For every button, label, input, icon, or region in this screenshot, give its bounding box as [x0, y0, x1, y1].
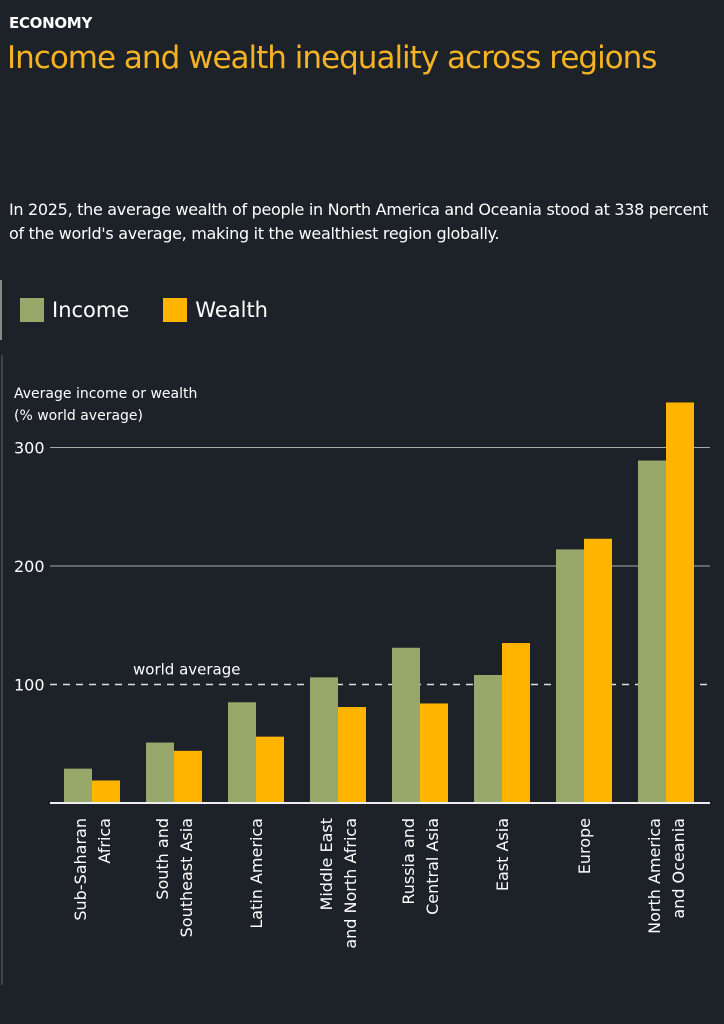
x-tick-label-line: Sub-Saharan: [71, 818, 90, 921]
legend-label: Wealth: [195, 298, 268, 322]
x-tick-label-line: South and: [153, 818, 172, 900]
x-tick-label-line: and North Africa: [341, 818, 360, 949]
bar-income: [310, 677, 338, 803]
y-axis-label: (% world average): [14, 408, 143, 424]
x-tick-label: North America and Oceania: [645, 818, 688, 934]
x-tick-label-line: Latin America: [247, 818, 266, 929]
x-tick-label: Middle East and North Africa: [317, 818, 360, 949]
bar-wealth: [256, 736, 284, 803]
bar-wealth: [174, 750, 202, 803]
x-tick-label: Sub-Saharan Africa: [71, 818, 114, 921]
legend-item-wealth: Wealth: [163, 298, 268, 322]
subtitle: In 2025, the average wealth of people in…: [9, 200, 708, 243]
x-tick-label-line: Russia and: [399, 818, 418, 905]
bar-wealth: [92, 780, 120, 803]
x-tick-label-line: East Asia: [493, 818, 512, 891]
y-axis-label: Average income or wealth: [14, 386, 197, 402]
bar-wealth: [666, 402, 694, 803]
legend-label: Income: [52, 298, 130, 322]
legend-swatch-income: [20, 298, 44, 322]
bar-income: [474, 675, 502, 803]
bar-income: [228, 702, 256, 803]
bar-wealth: [338, 707, 366, 803]
x-tick-label-line: Middle East: [317, 818, 336, 910]
x-tick-label-line: Central Asia: [423, 818, 442, 915]
x-tick-label-line: Southeast Asia: [177, 818, 196, 937]
x-tick-label-line: Europe: [575, 818, 594, 874]
x-tick-label: South and Southeast Asia: [153, 818, 196, 937]
bar-chart: Average income or wealth (% world average…: [1, 355, 710, 985]
x-tick-label: Russia and Central Asia: [399, 818, 442, 915]
bar-wealth: [584, 538, 612, 803]
y-tick-label: 100: [14, 676, 45, 695]
legend: Income Wealth: [0, 280, 290, 340]
page-title: Income and wealth inequality across regi…: [7, 40, 657, 76]
bar-income: [392, 647, 420, 803]
bar-income: [556, 549, 584, 803]
bar-income: [146, 742, 174, 803]
legend-item-income: Income: [20, 298, 129, 322]
x-tick-label: Europe: [575, 818, 594, 874]
y-tick-label: 300: [14, 439, 45, 458]
bar-income: [64, 768, 92, 803]
legend-swatch-wealth: [163, 298, 188, 322]
bar-income: [638, 460, 666, 803]
x-tick-label-line: North America: [645, 818, 664, 934]
bar-wealth: [420, 703, 448, 803]
x-tick-label-line: and Oceania: [669, 818, 688, 919]
kicker: ECONOMY: [9, 14, 93, 32]
world-average-label: world average: [133, 661, 240, 679]
x-tick-label: Latin America: [247, 818, 266, 929]
x-tick-label-line: Africa: [95, 818, 114, 864]
x-tick-label: East Asia: [493, 818, 512, 891]
bar-wealth: [502, 643, 530, 803]
y-tick-label: 200: [14, 557, 45, 576]
